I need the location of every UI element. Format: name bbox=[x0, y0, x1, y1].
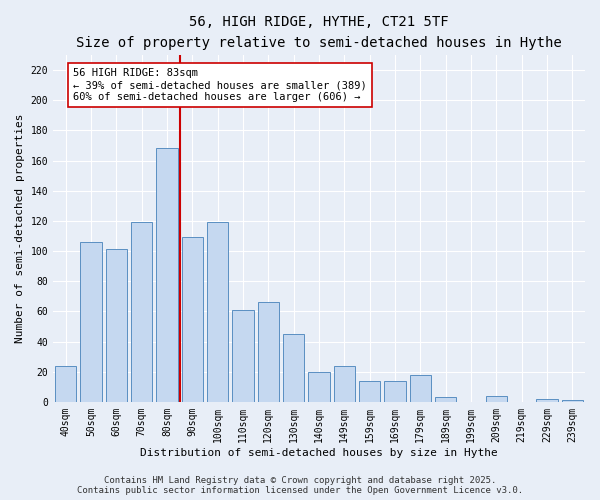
X-axis label: Distribution of semi-detached houses by size in Hythe: Distribution of semi-detached houses by … bbox=[140, 448, 498, 458]
Bar bbox=[55, 366, 76, 402]
Bar bbox=[80, 242, 102, 402]
Bar bbox=[359, 380, 380, 402]
Bar bbox=[232, 310, 254, 402]
Bar bbox=[283, 334, 304, 402]
Bar bbox=[182, 238, 203, 402]
Bar bbox=[562, 400, 583, 402]
Title: 56, HIGH RIDGE, HYTHE, CT21 5TF
Size of property relative to semi-detached house: 56, HIGH RIDGE, HYTHE, CT21 5TF Size of … bbox=[76, 15, 562, 50]
Bar bbox=[257, 302, 279, 402]
Bar bbox=[156, 148, 178, 402]
Bar bbox=[435, 398, 457, 402]
Bar bbox=[485, 396, 507, 402]
Text: 56 HIGH RIDGE: 83sqm
← 39% of semi-detached houses are smaller (389)
60% of semi: 56 HIGH RIDGE: 83sqm ← 39% of semi-detac… bbox=[73, 68, 367, 102]
Bar bbox=[207, 222, 229, 402]
Bar bbox=[384, 380, 406, 402]
Text: Contains public sector information licensed under the Open Government Licence v3: Contains public sector information licen… bbox=[77, 486, 523, 495]
Bar bbox=[334, 366, 355, 402]
Bar bbox=[536, 399, 558, 402]
Bar bbox=[308, 372, 330, 402]
Bar bbox=[131, 222, 152, 402]
Text: Contains HM Land Registry data © Crown copyright and database right 2025.: Contains HM Land Registry data © Crown c… bbox=[104, 476, 496, 485]
Bar bbox=[106, 250, 127, 402]
Bar bbox=[410, 374, 431, 402]
Y-axis label: Number of semi-detached properties: Number of semi-detached properties bbox=[15, 114, 25, 343]
